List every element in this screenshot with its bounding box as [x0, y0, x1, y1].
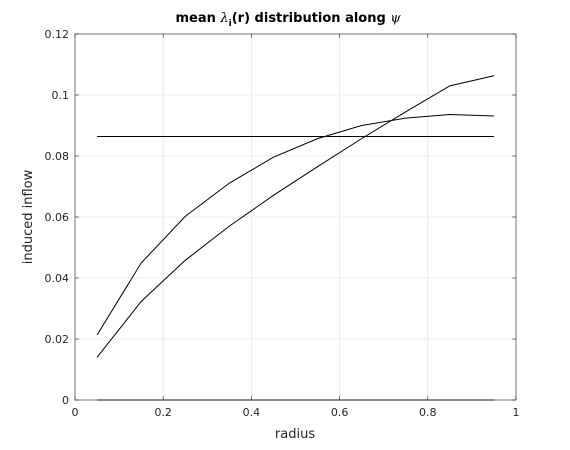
ticks: 0 0.2 0.4 0.6 0.8 1 0 0.02 0.04 0.06 0.08 0.1 0.12 — [45, 28, 520, 419]
x-tick-label: 0.8 — [419, 406, 437, 419]
title-lambda: λ — [219, 11, 228, 26]
title-subscript: i — [229, 19, 232, 29]
title-psi: ψ — [390, 11, 401, 26]
y-tick-label: 0.12 — [45, 28, 70, 41]
y-tick-label: 0.04 — [45, 272, 70, 285]
y-tick-label: 0.1 — [52, 89, 70, 102]
y-tick-label: 0.08 — [45, 150, 70, 163]
x-tick-label: 1 — [513, 406, 520, 419]
y-tick-label: 0 — [62, 394, 69, 407]
x-tick-label: 0.2 — [154, 406, 172, 419]
y-tick-label: 0.02 — [45, 333, 70, 346]
y-tick-label: 0.06 — [45, 211, 70, 224]
x-axis-label: radius — [275, 427, 315, 442]
y-axis-label: induced inflow — [21, 169, 36, 264]
series-line-2 — [96, 75, 495, 358]
title-middle: (r) distribution along — [232, 11, 391, 26]
x-tick-label: 0 — [72, 406, 79, 419]
x-tick-label: 0.4 — [243, 406, 261, 419]
title-prefix: mean — [175, 11, 220, 26]
series-line-1 — [96, 114, 494, 336]
x-tick-label: 0.6 — [331, 406, 349, 419]
grid — [74, 33, 517, 401]
chart-title: mean λi(r) distribution along ψ — [175, 11, 401, 29]
